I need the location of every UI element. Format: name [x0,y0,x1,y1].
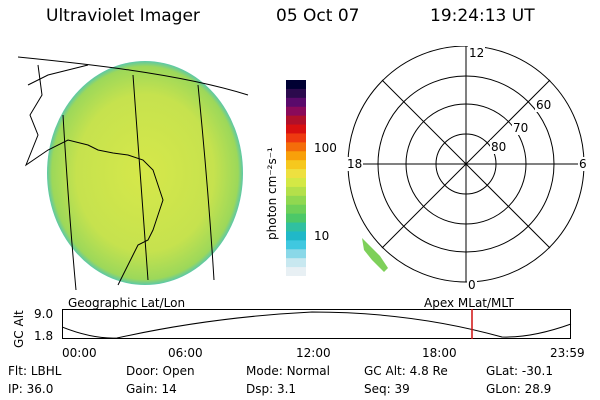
mlt-label-0: 0 [467,278,477,292]
status-seq: Seq: 39 [364,382,410,396]
status-mode: Mode: Normal [246,364,330,378]
geographic-image [18,56,249,291]
time-tick-4: 23:59 [550,346,585,360]
graticule [18,56,249,291]
colorbar-stripe [286,222,306,232]
mlat-label-60: 60 [535,98,553,112]
mlt-label-12: 12 [468,46,486,60]
polar-meridian [381,79,551,249]
polar-panel-label: Apex MLat/MLT [424,296,514,310]
colorbar-unit-label: photon cm⁻²s⁻¹ [265,147,279,240]
colorbar-stripe [286,267,306,277]
colorbar-stripe [286,124,306,134]
time-tick-0: 00:00 [62,346,97,360]
colorbar-stripe [286,88,306,99]
colorbar-tick-10: 10 [314,229,330,243]
colorbar-stripe [286,213,306,224]
status-dsp: Dsp: 3.1 [246,382,297,396]
time-tick-3: 18:00 [422,346,457,360]
colorbar-stripe [286,249,306,259]
colorbar-stripe [286,151,306,161]
coastline [24,64,164,286]
colorbar-gradient [286,80,306,277]
longitude-line [62,114,77,291]
mlt-label-6: 6 [578,157,588,171]
colorbar-stripe [286,133,306,143]
colorbar-stripe [286,160,306,170]
colorbar-stripe [286,204,306,215]
gc-alt-axis-label: GC Alt [12,310,26,348]
coastline-north [27,64,89,86]
colorbar-stripe [286,115,306,126]
status-gc-alt: GC Alt: 4.8 Re [364,364,448,378]
timeline-frame [62,309,571,339]
colorbar-stripe [286,80,306,90]
colorbar-stripe [286,195,306,206]
status-glat: GLat: -30.1 [486,364,553,378]
gc-alt-curve [62,311,572,339]
mlt-label-18: 18 [346,157,364,171]
earth-disk [47,61,243,285]
status-door: Door: Open [126,364,195,378]
status-flt: Flt: LBHL [8,364,62,378]
time-tick-2: 12:00 [296,346,331,360]
time-label: 19:24:13 UT [430,6,535,26]
colorbar-stripe [286,178,306,188]
longitude-line [132,74,149,281]
longitude-line [197,84,215,281]
date-label: 05 Oct 07 [276,6,360,26]
status-ip: IP: 36.0 [8,382,54,396]
mlat-label-80: 80 [490,140,508,154]
colorbar-stripe [286,231,306,241]
status-glon: GLon: 28.9 [486,382,552,396]
polar-emission-patch [362,238,388,272]
mlat-label-70: 70 [512,121,530,135]
gc-alt-tick-min: 1.8 [34,329,54,343]
gc-alt-tick-max: 9.0 [34,307,54,321]
colorbar-stripe [286,142,306,152]
colorbar [286,80,306,277]
colorbar-stripe [286,97,306,108]
time-tick-1: 06:00 [168,346,203,360]
colorbar-stripe [286,186,306,197]
geo-panel-label: Geographic Lat/Lon [68,296,186,310]
colorbar-stripe [286,106,306,117]
colorbar-stripe [286,240,306,250]
polar-plot [347,46,585,283]
instrument-title: Ultraviolet Imager [46,6,200,26]
gc-alt-timeline [62,309,572,339]
status-gain: Gain: 14 [126,382,177,396]
colorbar-tick-100: 100 [314,141,337,155]
latitude-line [18,56,249,96]
colorbar-stripe [286,169,306,179]
colorbar-stripe [286,258,306,268]
